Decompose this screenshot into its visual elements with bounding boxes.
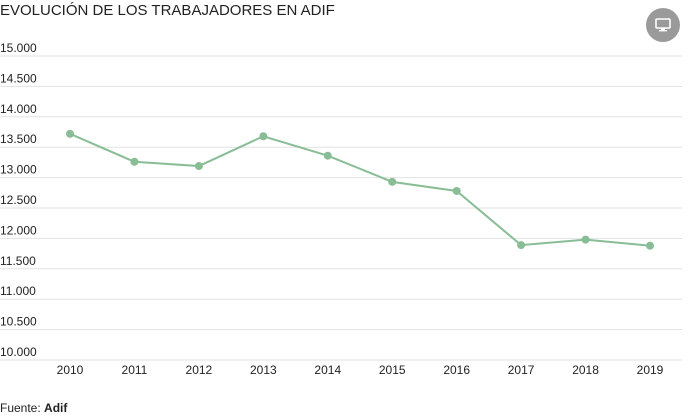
x-tick-label: 2017 bbox=[508, 363, 535, 377]
y-tick-label: 14.500 bbox=[0, 71, 37, 85]
series-line bbox=[69, 132, 651, 247]
y-tick-label: 10.500 bbox=[0, 315, 37, 329]
y-axis-ticks: 10.000 10.500 11.000 11.500 12.000 12.500 13.0… bbox=[0, 41, 37, 359]
data-point[interactable] bbox=[452, 186, 461, 195]
y-tick-label: 14.000 bbox=[0, 102, 37, 116]
y-tick-label: 13.500 bbox=[0, 132, 37, 146]
data-point[interactable] bbox=[130, 157, 139, 166]
x-tick-label: 2013 bbox=[250, 363, 277, 377]
y-tick-label: 11.000 bbox=[0, 284, 36, 298]
y-tick-label: 10.000 bbox=[0, 345, 37, 359]
data-point[interactable] bbox=[581, 235, 590, 244]
fullscreen-button[interactable] bbox=[646, 8, 680, 42]
source-name: Adif bbox=[44, 401, 68, 415]
data-point[interactable] bbox=[259, 132, 268, 141]
y-tick-label: 13.000 bbox=[0, 163, 37, 177]
line-chart: 10.000 10.500 11.000 11.500 12.000 12.500 13.0… bbox=[0, 41, 682, 377]
data-point[interactable] bbox=[646, 241, 654, 250]
x-tick-label: 2011 bbox=[122, 363, 148, 377]
chart-title: EVOLUCIÓN DE LOS TRABAJADORES EN ADIF bbox=[0, 2, 335, 19]
x-tick-label: 2018 bbox=[572, 363, 599, 377]
source-prefix: Fuente: bbox=[0, 401, 45, 415]
data-point[interactable] bbox=[517, 241, 526, 250]
y-tick-label: 12.500 bbox=[0, 193, 37, 207]
series bbox=[66, 129, 654, 250]
x-tick-label: 2010 bbox=[57, 363, 84, 377]
y-tick-label: 11.500 bbox=[0, 254, 36, 268]
x-tick-label: 2014 bbox=[314, 363, 341, 377]
data-point[interactable] bbox=[323, 151, 332, 160]
y-tick-label: 12.000 bbox=[0, 223, 37, 237]
x-tick-label: 2012 bbox=[186, 363, 213, 377]
y-tick-label: 15.000 bbox=[0, 41, 37, 55]
x-tick-label: 2015 bbox=[379, 363, 406, 377]
data-point[interactable] bbox=[66, 129, 74, 138]
grid-lines bbox=[0, 55, 682, 361]
data-point[interactable] bbox=[388, 177, 397, 186]
x-tick-label: 2019 bbox=[637, 363, 664, 377]
monitor-icon bbox=[655, 18, 671, 32]
data-point[interactable] bbox=[194, 162, 203, 171]
x-tick-label: 2016 bbox=[443, 363, 470, 377]
source-note: Fuente: Adif bbox=[0, 401, 67, 415]
x-axis-ticks: 2010 2011 2012 2013 2014 2015 2016 2017 2018 2019 bbox=[57, 363, 664, 377]
